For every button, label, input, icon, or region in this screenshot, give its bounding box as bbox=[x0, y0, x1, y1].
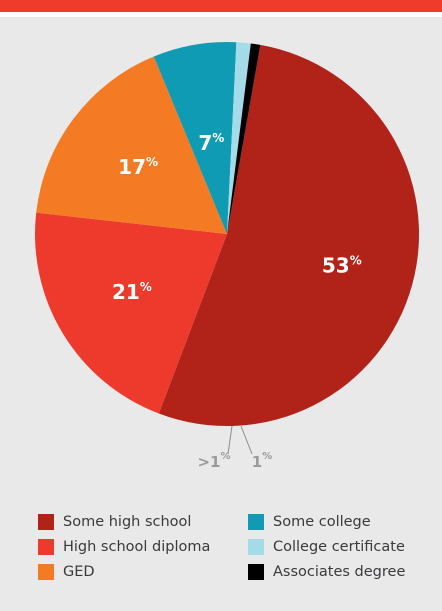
legend-label: GED bbox=[63, 564, 95, 580]
leader-line bbox=[240, 425, 253, 455]
pie-slice-college-certificate bbox=[227, 42, 251, 235]
legend-swatch bbox=[38, 539, 54, 555]
legend-item-some-high-school: Some high school bbox=[38, 510, 191, 534]
legend-label: High school diploma bbox=[63, 539, 211, 555]
legend-item-college-certificate: College certificate bbox=[248, 535, 405, 559]
legend-label: Associates degree bbox=[273, 564, 406, 580]
pie-chart: 53% 21% 17% 7% 1% >1% bbox=[35, 42, 419, 471]
legend-item-some-college: Some college bbox=[248, 510, 371, 534]
legend-label: College certificate bbox=[273, 539, 405, 555]
legend-swatch bbox=[248, 564, 264, 580]
legend-swatch bbox=[38, 564, 54, 580]
data-label-some-college: 7% bbox=[198, 131, 224, 155]
pie-slice-some-college bbox=[153, 42, 237, 234]
pie-slice-ged bbox=[36, 56, 228, 234]
data-label-associates-degree: >1% bbox=[197, 451, 230, 471]
legend-swatch bbox=[248, 514, 264, 530]
leader-line bbox=[227, 425, 233, 455]
top-accent-bar bbox=[0, 0, 442, 12]
data-label-high-school-diploma: 21% bbox=[112, 280, 152, 304]
legend-label: Some high school bbox=[63, 514, 192, 530]
legend-label: Some college bbox=[273, 514, 371, 530]
data-label-some-high-school: 53% bbox=[322, 254, 362, 278]
data-label-ged: 17% bbox=[118, 155, 158, 179]
legend-item-associates-degree: Associates degree bbox=[248, 560, 405, 584]
pie-slice-some-high-school bbox=[158, 44, 419, 427]
pie-slice-high-school-diploma bbox=[35, 212, 227, 414]
legend-item-high-school-diploma: High school diploma bbox=[38, 535, 210, 559]
top-divider bbox=[0, 12, 442, 17]
legend-item-ged: GED bbox=[38, 560, 95, 584]
pie-slice-associates-degree bbox=[227, 43, 261, 235]
data-label-college-certificate: 1% bbox=[252, 451, 272, 471]
legend: Some high school High school diploma GED… bbox=[0, 510, 442, 600]
legend-swatch bbox=[248, 539, 264, 555]
legend-swatch bbox=[38, 514, 54, 530]
